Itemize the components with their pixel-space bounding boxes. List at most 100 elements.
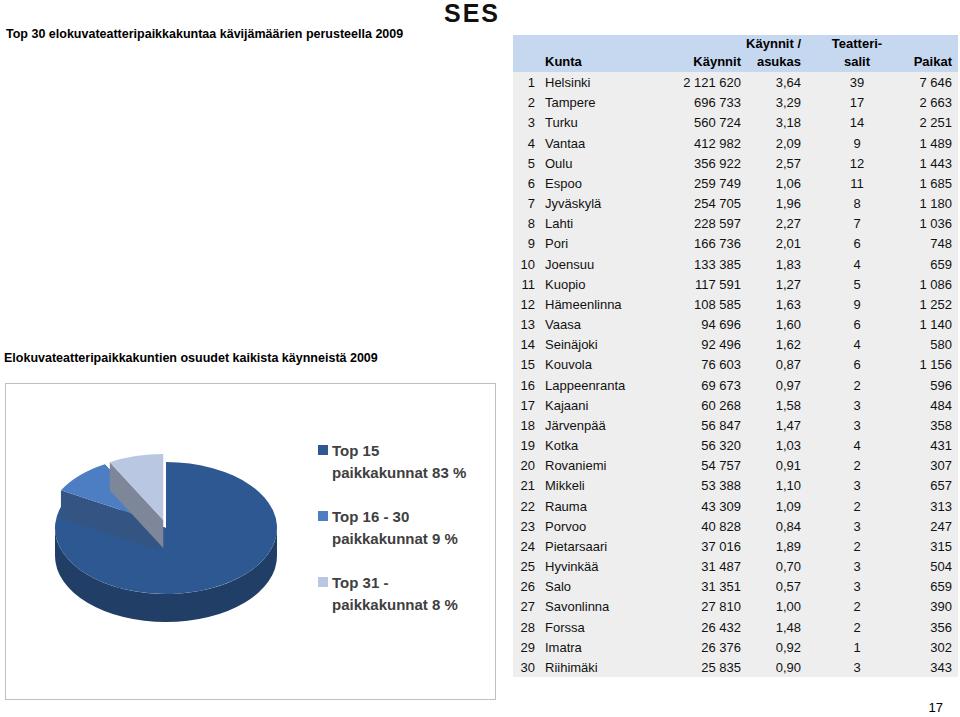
- table-cell: 6: [528, 176, 535, 191]
- municipality: Forssa: [545, 620, 586, 635]
- table-cell: 1,09: [776, 499, 801, 514]
- table-cell: 1,60: [776, 317, 801, 332]
- table-cell: 1,63: [776, 297, 801, 312]
- table-cell: 13: [521, 317, 535, 332]
- table-cell: 356 922: [694, 156, 741, 171]
- table-cell: 2: [853, 458, 860, 473]
- table-cell: 2: [853, 499, 860, 514]
- table-cell: 1 156: [919, 357, 952, 372]
- table-cell: 1,10: [776, 478, 801, 493]
- table-cell: 8: [853, 196, 860, 211]
- legend-label: Top 31 -paikkakunnat 8 %: [332, 574, 458, 613]
- table-cell: 748: [930, 236, 952, 251]
- table-cell: 0,70: [776, 559, 801, 574]
- table-cell: 0,91: [776, 458, 801, 473]
- table-cell: 0,87: [776, 357, 801, 372]
- table-cell: 1 685: [919, 176, 952, 191]
- table-cell: 247: [930, 519, 952, 534]
- table-cell: 358: [930, 418, 952, 433]
- municipality: Seinäjoki: [545, 337, 598, 352]
- municipality: Järvenpää: [545, 418, 606, 433]
- table-cell: 29: [521, 640, 535, 655]
- table-cell: 343: [930, 660, 952, 675]
- table-cell: 31 351: [701, 579, 741, 594]
- table-cell: 2: [528, 95, 535, 110]
- column-header: Teatteri-salit: [832, 36, 882, 69]
- table-cell: 254 705: [694, 196, 741, 211]
- table-cell: 76 603: [701, 357, 741, 372]
- pie: [55, 454, 277, 622]
- municipality: Jyväskylä: [545, 196, 602, 211]
- legend-swatch: [318, 577, 328, 587]
- pie-slice: [110, 454, 163, 548]
- municipality: Rauma: [545, 499, 588, 514]
- table-cell: 2 251: [919, 115, 952, 130]
- table-cell: 92 496: [701, 337, 741, 352]
- table-cell: 1 443: [919, 156, 952, 171]
- table-cell: 431: [930, 438, 952, 453]
- table-cell: 696 733: [694, 95, 741, 110]
- pie-slice: [55, 462, 277, 622]
- table-cell: 504: [930, 559, 952, 574]
- table-cell: 17: [850, 95, 864, 110]
- table-cell: 1,96: [776, 196, 801, 211]
- table-cell: 27 810: [701, 599, 741, 614]
- table-cell: 3: [853, 660, 860, 675]
- municipality: Lappeenranta: [545, 378, 626, 393]
- table-cell: 28: [521, 620, 535, 635]
- table-cell: 7: [528, 196, 535, 211]
- municipality: Hämeenlinna: [545, 297, 622, 312]
- table-cell: 0,90: [776, 660, 801, 675]
- table-cell: 228 597: [694, 216, 741, 231]
- table-cell: 3: [853, 579, 860, 594]
- page-title: Top 30 elokuvateatteripaikkakuntaa kävij…: [6, 27, 403, 41]
- table-cell: 19: [521, 438, 535, 453]
- municipality: Oulu: [545, 156, 572, 171]
- page-number: 17: [929, 700, 943, 715]
- table-cell: 23: [521, 519, 535, 534]
- table-cell: 11: [522, 277, 536, 292]
- table-cell: 108 585: [694, 297, 741, 312]
- table-cell: 1: [528, 75, 535, 90]
- table-cell: 17: [521, 398, 535, 413]
- table-cell: 53 388: [701, 478, 741, 493]
- table-cell: 94 696: [701, 317, 741, 332]
- table-cell: 2,01: [776, 236, 801, 251]
- municipality: Helsinki: [545, 75, 591, 90]
- table-cell: 2: [853, 620, 860, 635]
- table-cell: 3,18: [776, 115, 801, 130]
- table-cell: 12: [850, 156, 864, 171]
- municipality: Riihimäki: [545, 660, 598, 675]
- table-cell: 7 646: [919, 75, 952, 90]
- municipality: Vantaa: [545, 136, 586, 151]
- municipality: Lahti: [545, 216, 573, 231]
- table-cell: 5: [528, 156, 535, 171]
- municipality: Savonlinna: [545, 599, 610, 614]
- table-cell: 56 847: [701, 418, 741, 433]
- slice-top: [110, 454, 163, 520]
- table-cell: 18: [521, 418, 535, 433]
- table-cell: 26: [521, 579, 535, 594]
- table-cell: 302: [930, 640, 952, 655]
- legend-swatch: [318, 511, 328, 521]
- table-cell: 3,29: [776, 95, 801, 110]
- table-cell: 3: [853, 398, 860, 413]
- table-cell: 313: [930, 499, 952, 514]
- table-cell: 1 252: [919, 297, 952, 312]
- table-cell: 2 663: [919, 95, 952, 110]
- table-cell: 3: [853, 478, 860, 493]
- table-cell: 2: [853, 539, 860, 554]
- table-cell: 3: [528, 115, 535, 130]
- table-cell: 1 036: [919, 216, 952, 231]
- table-cell: 1,83: [776, 257, 801, 272]
- table-cell: 14: [850, 115, 864, 130]
- table-cell: 2,57: [776, 156, 801, 171]
- table-cell: 3: [853, 519, 860, 534]
- table-cell: 4: [853, 257, 860, 272]
- municipality: Porvoo: [545, 519, 586, 534]
- table-cell: 37 016: [701, 539, 741, 554]
- municipality: Kuopio: [545, 277, 585, 292]
- table-cell: 5: [853, 277, 860, 292]
- table-cell: 1,06: [776, 176, 801, 191]
- table-cell: 1 489: [919, 136, 952, 151]
